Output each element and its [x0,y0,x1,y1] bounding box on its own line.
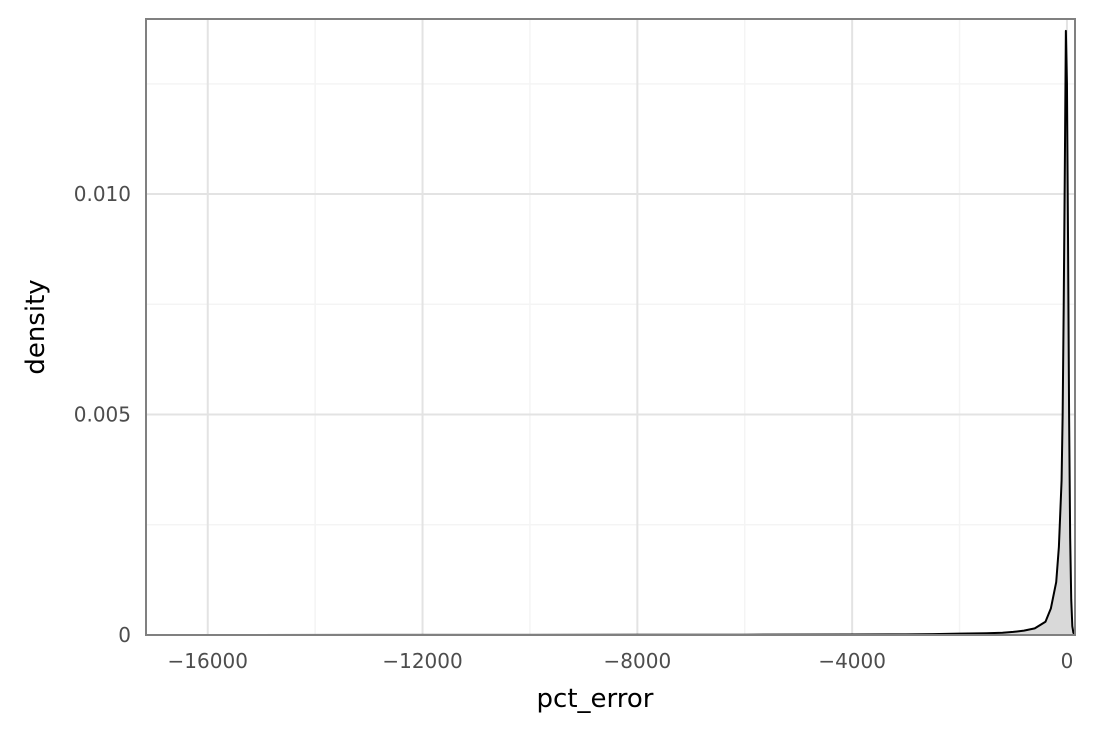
y-tick-label: 0.010 [74,182,131,206]
x-tick-label: −16000 [168,649,248,673]
x-tick-label: −4000 [818,649,886,673]
plot-panel [146,19,1075,635]
x-axis-title: pct_error [537,684,654,714]
panel-border [145,18,1076,636]
major-grid [146,19,1075,636]
x-tick-label: 0 [1061,649,1074,673]
x-tick-label: −8000 [604,649,672,673]
y-tick-label: 0.005 [74,403,131,427]
x-tick-label: −12000 [382,649,462,673]
y-axis-title: density [21,279,51,374]
y-tick-label: 0 [118,623,131,647]
minor-grid [146,19,1075,635]
y-tick-labels: 0 0.005 0.010 [74,182,131,647]
x-tick-labels: −16000 −12000 −8000 −4000 0 [168,649,1074,673]
